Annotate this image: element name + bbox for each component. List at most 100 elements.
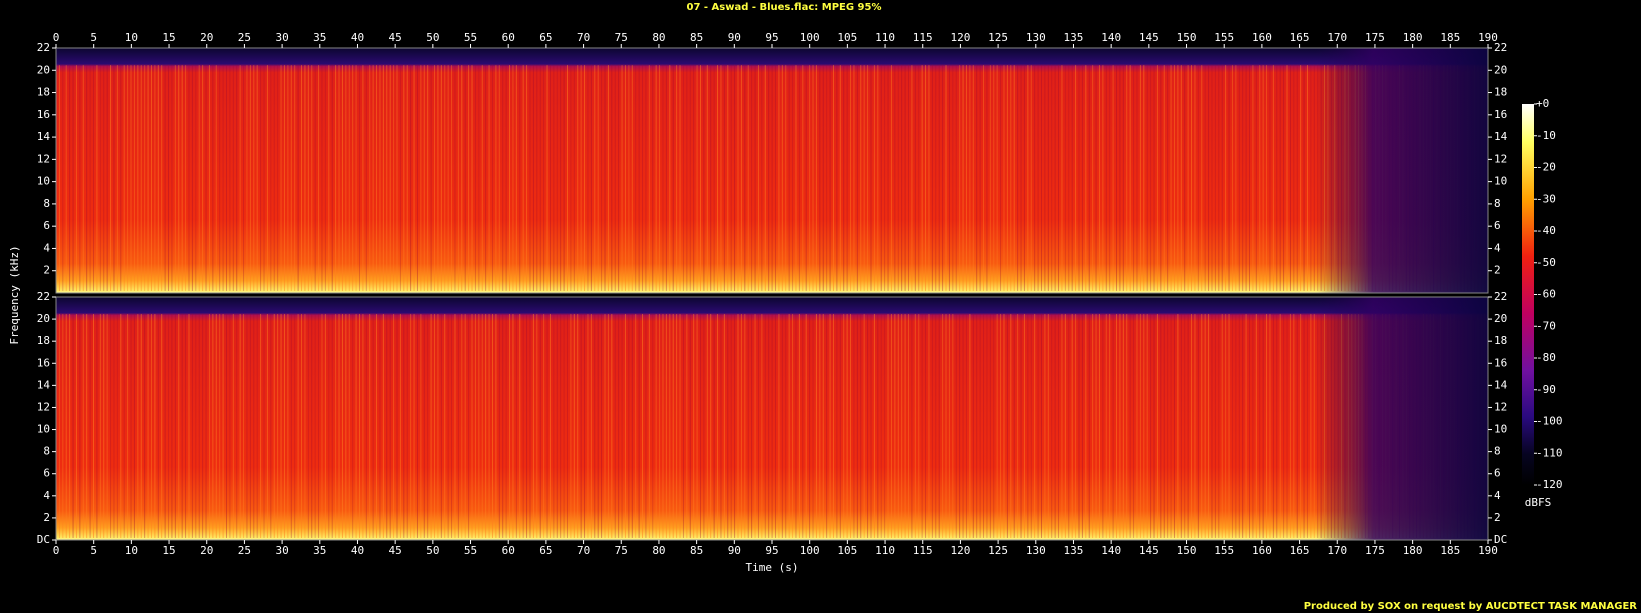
x-tick-label: 65 xyxy=(539,544,552,557)
y-tick-label: 12 xyxy=(1494,152,1507,165)
x-tick-label: 20 xyxy=(200,544,213,557)
x-tick-label: 70 xyxy=(577,31,590,44)
plots xyxy=(55,47,1489,541)
x-tick-label: 155 xyxy=(1214,31,1234,44)
x-tick-label: 0 xyxy=(53,31,60,44)
y-tick-label: 18 xyxy=(1494,86,1507,99)
x-tick-label: 80 xyxy=(652,31,665,44)
y-axis-label: Frequency (kHz) xyxy=(8,245,21,344)
colorbar-tick-label: -20 xyxy=(1536,161,1556,174)
x-tick-label: 145 xyxy=(1139,31,1159,44)
x-tick-label: 110 xyxy=(875,544,895,557)
x-tick-label: 120 xyxy=(950,31,970,44)
x-tick-label: 40 xyxy=(351,31,364,44)
x-tick-label: 120 xyxy=(950,544,970,557)
x-tick-label: 130 xyxy=(1026,31,1046,44)
y-tick-label: 2 xyxy=(43,264,50,277)
x-tick-label: 75 xyxy=(615,31,628,44)
colorbar-tick-label: -60 xyxy=(1536,288,1556,301)
x-tick-label: 60 xyxy=(502,544,515,557)
y-tick-label: 10 xyxy=(1494,175,1507,188)
x-tick-label: 160 xyxy=(1252,544,1272,557)
x-tick-label: 95 xyxy=(765,544,778,557)
y-tick-label: 8 xyxy=(43,197,50,210)
x-tick-label: 95 xyxy=(765,31,778,44)
y-tick-label: 10 xyxy=(37,423,50,436)
x-tick-label: 135 xyxy=(1064,31,1084,44)
y-tick-label: 4 xyxy=(43,241,50,254)
colorbar-tick-label: +0 xyxy=(1536,97,1549,110)
x-tick-label: 140 xyxy=(1101,31,1121,44)
x-tick-label: 5 xyxy=(90,544,97,557)
x-tick-label: 85 xyxy=(690,31,703,44)
x-tick-label: 165 xyxy=(1290,544,1310,557)
y-tick-label: 20 xyxy=(1494,312,1507,325)
y-tick-label: 14 xyxy=(1494,130,1508,143)
x-tick-label: 35 xyxy=(313,31,326,44)
x-tick-label: 150 xyxy=(1177,31,1197,44)
x-tick-label: 10 xyxy=(125,31,138,44)
y-tick-label: 16 xyxy=(1494,356,1507,369)
x-tick-label: 190 xyxy=(1478,31,1498,44)
y-tick-label: 22 xyxy=(37,41,50,54)
x-tick-label: 100 xyxy=(800,31,820,44)
y-tick-label: 18 xyxy=(1494,334,1507,347)
x-tick-label: 125 xyxy=(988,31,1008,44)
y-tick-label: 10 xyxy=(1494,423,1507,436)
x-tick-label: 60 xyxy=(502,31,515,44)
spectrogram-fade xyxy=(56,48,1488,293)
y-tick-label: 8 xyxy=(1494,445,1501,458)
x-tick-label: 105 xyxy=(837,31,857,44)
x-tick-label: 80 xyxy=(652,544,665,557)
x-tick-label: 100 xyxy=(800,544,820,557)
x-axis-label: Time (s) xyxy=(746,561,799,574)
x-tick-label: 50 xyxy=(426,544,439,557)
colorbar-tick-label: -110 xyxy=(1536,446,1563,459)
x-tick-label: 170 xyxy=(1327,544,1347,557)
colorbar-tick-label: -30 xyxy=(1536,192,1556,205)
y-tick-label: 8 xyxy=(1494,197,1501,210)
x-tick-label: 115 xyxy=(913,544,933,557)
y-tick-label: 2 xyxy=(1494,511,1501,524)
y-tick-label: 18 xyxy=(37,334,50,347)
colorbar-tick-label: -90 xyxy=(1536,383,1556,396)
y-tick-label: 22 xyxy=(1494,41,1507,54)
y-tick-label: 6 xyxy=(1494,219,1501,232)
y-tick-label: 14 xyxy=(1494,378,1508,391)
x-tick-label: 155 xyxy=(1214,544,1234,557)
footer: Produced by SOX on request by AUCDTECT T… xyxy=(1304,601,1638,612)
y-tick-label: 22 xyxy=(37,290,50,303)
x-tick-label: 175 xyxy=(1365,31,1385,44)
x-tick-label: 85 xyxy=(690,544,703,557)
y-tick-label: 12 xyxy=(1494,400,1507,413)
y-tick-label: 10 xyxy=(37,175,50,188)
y-tick-label: 16 xyxy=(37,356,50,369)
x-tick-label: 105 xyxy=(837,544,857,557)
x-tick-label: 180 xyxy=(1403,544,1423,557)
x-tick-label: 110 xyxy=(875,31,895,44)
y-tick-label: DC xyxy=(1494,533,1507,546)
x-tick-label: 170 xyxy=(1327,31,1347,44)
y-tick-label: DC xyxy=(37,533,50,546)
y-tick-label: 20 xyxy=(37,312,50,325)
x-tick-label: 125 xyxy=(988,544,1008,557)
x-tick-label: 175 xyxy=(1365,544,1385,557)
x-tick-label: 185 xyxy=(1440,31,1460,44)
colorbar-label: dBFS xyxy=(1525,496,1552,509)
x-tick-label: 65 xyxy=(539,31,552,44)
y-tick-label: 12 xyxy=(37,400,50,413)
x-tick-label: 50 xyxy=(426,31,439,44)
x-tick-label: 160 xyxy=(1252,31,1272,44)
colorbar-tick-label: -100 xyxy=(1536,415,1563,428)
x-tick-label: 115 xyxy=(913,31,933,44)
x-tick-label: 75 xyxy=(615,544,628,557)
y-tick-label: 14 xyxy=(37,378,51,391)
chart-title: 07 - Aswad - Blues.flac: MPEG 95% xyxy=(687,2,882,13)
y-tick-label: 4 xyxy=(1494,489,1501,502)
x-tick-label: 70 xyxy=(577,544,590,557)
y-tick-label: 6 xyxy=(1494,467,1501,480)
x-tick-label: 55 xyxy=(464,31,477,44)
x-tick-label: 130 xyxy=(1026,544,1046,557)
colorbar-tick-label: -50 xyxy=(1536,256,1556,269)
colorbar xyxy=(1522,104,1534,485)
